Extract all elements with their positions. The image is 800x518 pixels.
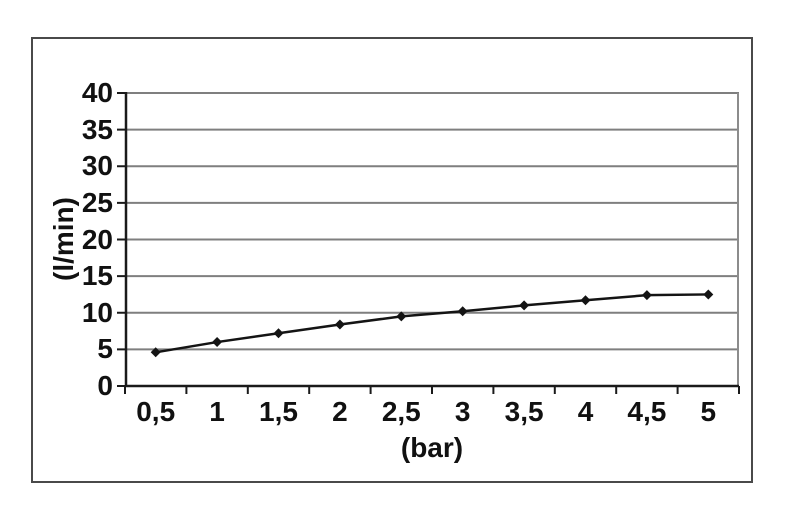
y-tick-label: 20 bbox=[81, 223, 113, 255]
y-tick-label: 25 bbox=[81, 186, 113, 218]
data-point-marker bbox=[212, 337, 223, 348]
data-point-marker bbox=[703, 289, 714, 300]
y-tick-label: 10 bbox=[81, 296, 113, 328]
series-line bbox=[155, 293, 709, 354]
chart-frame: (l/min) (bar) 0 5 10 15 20 25 30 35 40 0,5 1 1,5 2 2,… bbox=[31, 37, 753, 483]
data-point-marker bbox=[580, 295, 591, 306]
data-point-marker bbox=[396, 311, 407, 322]
x-tick-label: 2 bbox=[332, 396, 348, 427]
x-tick-label: 4 bbox=[577, 396, 594, 427]
data-point-marker bbox=[334, 319, 345, 330]
x-tick-label: 3 bbox=[454, 396, 471, 427]
y-tick-label: 5 bbox=[97, 333, 113, 365]
x-tick-label: 1,5 bbox=[259, 396, 298, 427]
y-tick-label: 35 bbox=[81, 113, 113, 145]
data-point-marker bbox=[641, 290, 652, 301]
x-tick-label: 1 bbox=[209, 396, 225, 427]
data-point-marker bbox=[273, 328, 284, 339]
y-tick-label: 0 bbox=[97, 370, 113, 401]
data-point-marker bbox=[150, 347, 161, 358]
y-tick-label: 15 bbox=[81, 260, 113, 292]
x-tick-label: 4,5 bbox=[627, 396, 667, 427]
line-chart-svg bbox=[117, 92, 740, 394]
data-point-marker bbox=[519, 300, 530, 311]
x-tick-label: 5 bbox=[700, 396, 717, 427]
y-tick-label: 40 bbox=[81, 77, 113, 108]
data-point-marker bbox=[457, 306, 468, 317]
x-axis-title: (bar) bbox=[400, 432, 464, 463]
y-tick-label: 30 bbox=[81, 150, 113, 182]
x-tick-label: 3,5 bbox=[504, 396, 544, 427]
x-tick-label: 0,5 bbox=[136, 396, 176, 427]
x-tick-label: 2,5 bbox=[381, 396, 421, 427]
plot-area bbox=[117, 92, 740, 394]
